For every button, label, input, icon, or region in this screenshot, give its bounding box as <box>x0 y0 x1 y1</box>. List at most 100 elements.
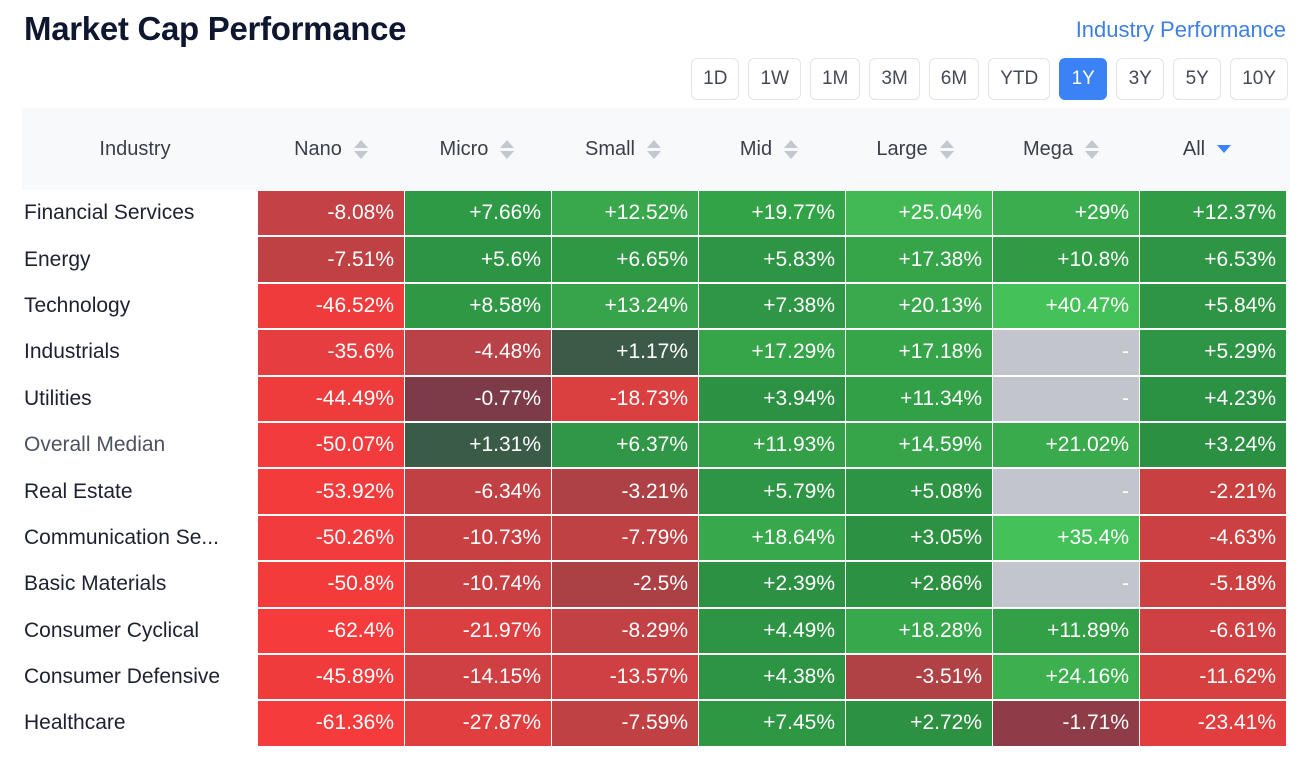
industry-column-header: Industry <box>99 137 171 160</box>
table-body: Financial Services -8.08% +7.66% +12.52% +19… <box>22 190 1290 747</box>
performance-cell: +6.37% <box>552 422 698 468</box>
period-button-1w[interactable]: 1W <box>748 58 801 100</box>
performance-cell: +35.4% <box>993 515 1139 561</box>
performance-cell: +5.08% <box>846 469 992 514</box>
industry-label[interactable]: Consumer Cyclical <box>24 618 200 642</box>
performance-cell: -50.8% <box>258 562 404 607</box>
period-button-3m[interactable]: 3M <box>869 58 920 100</box>
column-header-nano[interactable]: Nano <box>258 138 404 161</box>
performance-cell: +11.34% <box>846 376 992 421</box>
column-header-large[interactable]: Large <box>842 138 988 161</box>
industry-label[interactable]: Consumer Defensive <box>24 665 221 689</box>
sort-icon[interactable] <box>1217 145 1232 153</box>
performance-cell: -8.29% <box>552 608 698 653</box>
performance-cell: +1.31% <box>405 422 551 468</box>
market-cap-table: Industry Nano Micro Small Mid Large Mega All F… <box>22 108 1290 747</box>
performance-cell: -7.51% <box>258 237 404 282</box>
performance-cell: +4.23% <box>1140 376 1286 421</box>
period-button-10y[interactable]: 10Y <box>1230 58 1288 100</box>
performance-cell: +20.13% <box>846 283 992 329</box>
table-row: Basic Materials -50.8% -10.74% -2.5% +2.39% +… <box>22 561 1290 607</box>
sort-icon[interactable] <box>647 139 661 159</box>
column-header-all[interactable]: All <box>1134 138 1280 161</box>
table-row: Communication Se... -50.26% -10.73% -7.79% +… <box>22 515 1290 561</box>
period-button-5y[interactable]: 5Y <box>1173 58 1222 100</box>
table-row: Energy -7.51% +5.6% +6.65% +5.83% +17.38% +10.… <box>22 236 1290 282</box>
sort-ascending-icon <box>353 139 368 148</box>
performance-cell: - <box>993 562 1139 607</box>
performance-cell: +4.49% <box>699 608 845 653</box>
performance-cell: +18.64% <box>699 515 845 561</box>
period-button-1y[interactable]: 1Y <box>1059 58 1108 100</box>
performance-cell: +7.66% <box>405 191 551 236</box>
column-header-mega[interactable]: Mega <box>988 138 1134 161</box>
performance-cell: +40.47% <box>993 283 1139 329</box>
performance-cell: +3.94% <box>699 376 845 421</box>
sort-ascending-icon <box>500 139 515 148</box>
performance-cell: -6.34% <box>405 469 551 514</box>
performance-cell: +5.79% <box>699 469 845 514</box>
performance-cell: -21.97% <box>405 608 551 653</box>
performance-cell: +7.45% <box>699 701 845 746</box>
industry-label[interactable]: Utilities <box>24 386 92 410</box>
table-row: Industrials -35.6% -4.48% +1.17% +17.29% +17.… <box>22 329 1290 375</box>
performance-cell: -61.36% <box>258 701 404 746</box>
industry-label[interactable]: Energy <box>24 247 91 271</box>
industry-label[interactable]: Technology <box>24 293 131 317</box>
industry-label[interactable]: Healthcare <box>24 711 126 735</box>
industry-label[interactable]: Industrials <box>24 340 120 364</box>
sort-icon[interactable] <box>939 139 954 159</box>
performance-cell: -50.26% <box>258 515 404 561</box>
performance-cell: -7.59% <box>552 701 698 746</box>
performance-cell: -8.08% <box>258 191 404 236</box>
performance-cell: +17.38% <box>846 237 992 282</box>
performance-cell: +5.83% <box>699 237 845 282</box>
column-header-label: All <box>1182 137 1206 160</box>
performance-cell: -0.77% <box>405 376 551 421</box>
performance-cell: - <box>993 469 1139 514</box>
performance-cell: +11.93% <box>699 422 845 468</box>
table-row: Consumer Defensive -45.89% -14.15% -13.57% +… <box>22 654 1290 700</box>
sort-icon[interactable] <box>353 139 368 159</box>
performance-cell: +2.86% <box>846 562 992 607</box>
performance-cell: -23.41% <box>1140 701 1286 746</box>
industry-label[interactable]: Financial Services <box>24 201 195 225</box>
industry-label[interactable]: Communication Se... <box>24 525 219 549</box>
period-button-1m[interactable]: 1M <box>809 58 861 100</box>
table-row: Real Estate -53.92% -6.34% -3.21% +5.79% +5.0… <box>22 468 1290 514</box>
column-header-mid[interactable]: Mid <box>696 138 842 161</box>
sort-descending-icon <box>1217 145 1232 153</box>
sort-descending-icon <box>353 150 368 159</box>
performance-cell: -53.92% <box>258 469 404 514</box>
column-header-micro[interactable]: Micro <box>404 138 550 161</box>
performance-cell: -44.49% <box>258 376 404 421</box>
table-row: Financial Services -8.08% +7.66% +12.52% +19… <box>22 190 1290 236</box>
industry-performance-link[interactable]: Industry Performance <box>1075 17 1286 42</box>
industry-label[interactable]: Real Estate <box>24 479 133 503</box>
performance-cell: -10.74% <box>405 562 551 607</box>
sort-icon[interactable] <box>1085 139 1100 159</box>
performance-cell: -10.73% <box>405 515 551 561</box>
performance-cell: - <box>993 376 1139 421</box>
sort-icon[interactable] <box>500 139 515 159</box>
period-button-3y[interactable]: 3Y <box>1116 58 1165 100</box>
period-button-ytd[interactable]: YTD <box>988 58 1051 100</box>
sort-icon[interactable] <box>784 139 799 159</box>
table-header: Industry Nano Micro Small Mid Large Mega All <box>22 108 1290 190</box>
performance-cell: -2.21% <box>1140 469 1286 514</box>
performance-cell: +24.16% <box>993 654 1139 700</box>
industry-label[interactable]: Basic Materials <box>24 572 167 596</box>
performance-cell: -3.51% <box>846 654 992 700</box>
column-header-small[interactable]: Small <box>550 138 696 161</box>
page-title: Market Cap Performance <box>24 10 407 47</box>
performance-cell: +14.59% <box>846 422 992 468</box>
performance-cell: +17.18% <box>846 330 992 375</box>
period-button-1d[interactable]: 1D <box>691 58 740 100</box>
performance-cell: +12.37% <box>1140 191 1286 236</box>
performance-cell: -6.61% <box>1140 608 1286 653</box>
performance-cell: -14.15% <box>405 654 551 700</box>
column-header-label: Small <box>584 137 635 160</box>
period-button-6m[interactable]: 6M <box>928 58 980 100</box>
performance-cell: -50.07% <box>258 422 404 468</box>
sort-ascending-icon <box>1085 139 1100 148</box>
